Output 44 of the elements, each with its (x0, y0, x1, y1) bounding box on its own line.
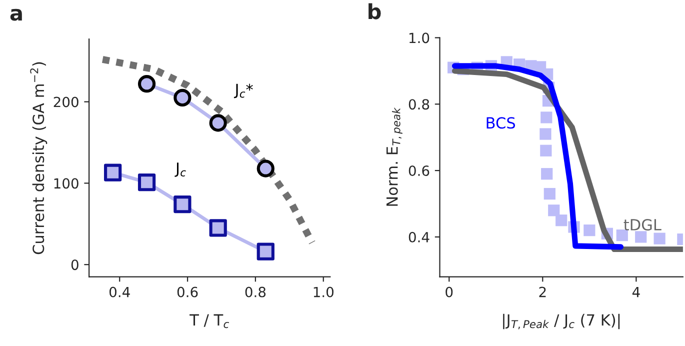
point (104, 164, 122, 182)
y-axis-title: Norm. E$_{T,peak}$ (386, 107, 402, 206)
x-tick-label: 2 (539, 286, 546, 298)
point (584, 224, 596, 236)
y-axis-title: Current density (GA m$^{−2}$) (30, 62, 48, 254)
point (256, 160, 274, 178)
series-label: J$_{c}$ (174, 162, 186, 177)
chart-title: b (368, 3, 381, 20)
series-label: J$_{c}$* (234, 84, 253, 98)
text: BCS (486, 117, 516, 129)
y-tick-label: 0.6 (408, 166, 430, 176)
point (138, 174, 156, 192)
x-tick-label: 0.4 (109, 286, 130, 298)
point (635, 231, 647, 243)
point (209, 114, 227, 132)
y-tick-label: 0.8 (408, 99, 430, 110)
x-tick-label: 4 (632, 286, 640, 298)
point (654, 232, 666, 244)
x-tick-label: 1.0 (314, 286, 334, 298)
chart-title: a (10, 8, 22, 21)
x-tick-label: 0 (446, 286, 453, 298)
x-axis-title: |J$_{T,Peak}$ / J$_{c}$ (7 K)| (503, 314, 620, 330)
point (540, 112, 552, 124)
point (209, 219, 227, 237)
y-tick-label: 200 (54, 96, 78, 108)
point (138, 75, 156, 93)
x-tick-label: 0.8 (245, 286, 266, 298)
point (616, 229, 628, 242)
series-label: tDGL (624, 218, 662, 231)
x-tick-label: 0.6 (177, 286, 198, 298)
y-tick-label: 0 (71, 260, 78, 270)
point (540, 128, 552, 140)
point (541, 168, 553, 180)
y-tick-label: 0.4 (408, 232, 430, 242)
point (556, 214, 568, 226)
point (256, 242, 274, 260)
y-tick-label: 100 (54, 178, 78, 189)
point (540, 144, 552, 156)
point (548, 204, 560, 216)
point (174, 88, 192, 107)
y-tick-label: 1.0 (409, 32, 430, 44)
x-axis-title: T / T$_{c}$ (190, 314, 229, 328)
point (544, 188, 556, 200)
point (174, 196, 192, 214)
